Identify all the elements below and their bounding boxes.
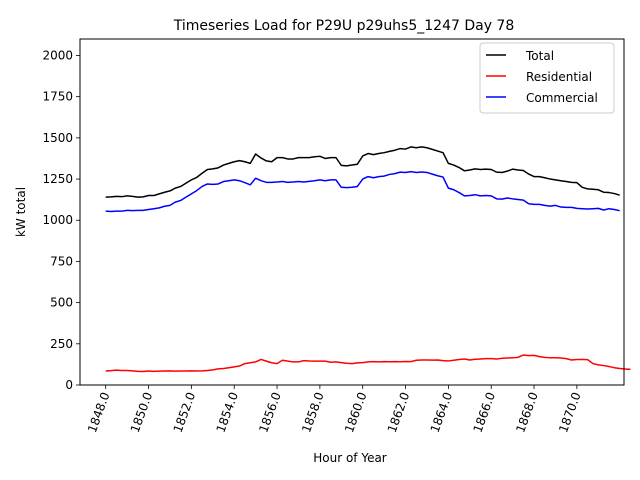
y-axis-label: kW total: [14, 187, 28, 237]
y-tick-label: 1250: [42, 172, 73, 186]
y-tick-label: 2000: [42, 48, 73, 62]
legend: Total Residential Commercial: [479, 42, 615, 114]
series-line-commercial: [105, 170, 620, 213]
y-tick-label: 250: [50, 337, 73, 351]
plot-frame: [79, 38, 625, 386]
y-tick-label: 0: [65, 378, 73, 392]
y-tick-label: 500: [50, 296, 73, 310]
series-layer: [105, 146, 631, 373]
y-tick-label: 750: [50, 254, 73, 268]
legend-label-total: Total: [525, 49, 554, 63]
y-tick-label: 1750: [42, 90, 73, 104]
y-axis: 0 250 500 750 1000 1250 1500 1750 2000: [42, 48, 80, 392]
legend-label-commercial: Commercial: [526, 91, 598, 105]
legend-label-residential: Residential: [526, 70, 592, 84]
y-tick-label: 1500: [42, 131, 73, 145]
y-tick-label: 1000: [42, 213, 73, 227]
x-axis-label: Hour of Year: [313, 451, 387, 465]
series-line-residential: [105, 354, 631, 373]
series-line-total: [105, 146, 620, 198]
chart-title: Timeseries Load for P29U p29uhs5_1247 Da…: [173, 18, 515, 34]
legend-box: [479, 42, 615, 114]
